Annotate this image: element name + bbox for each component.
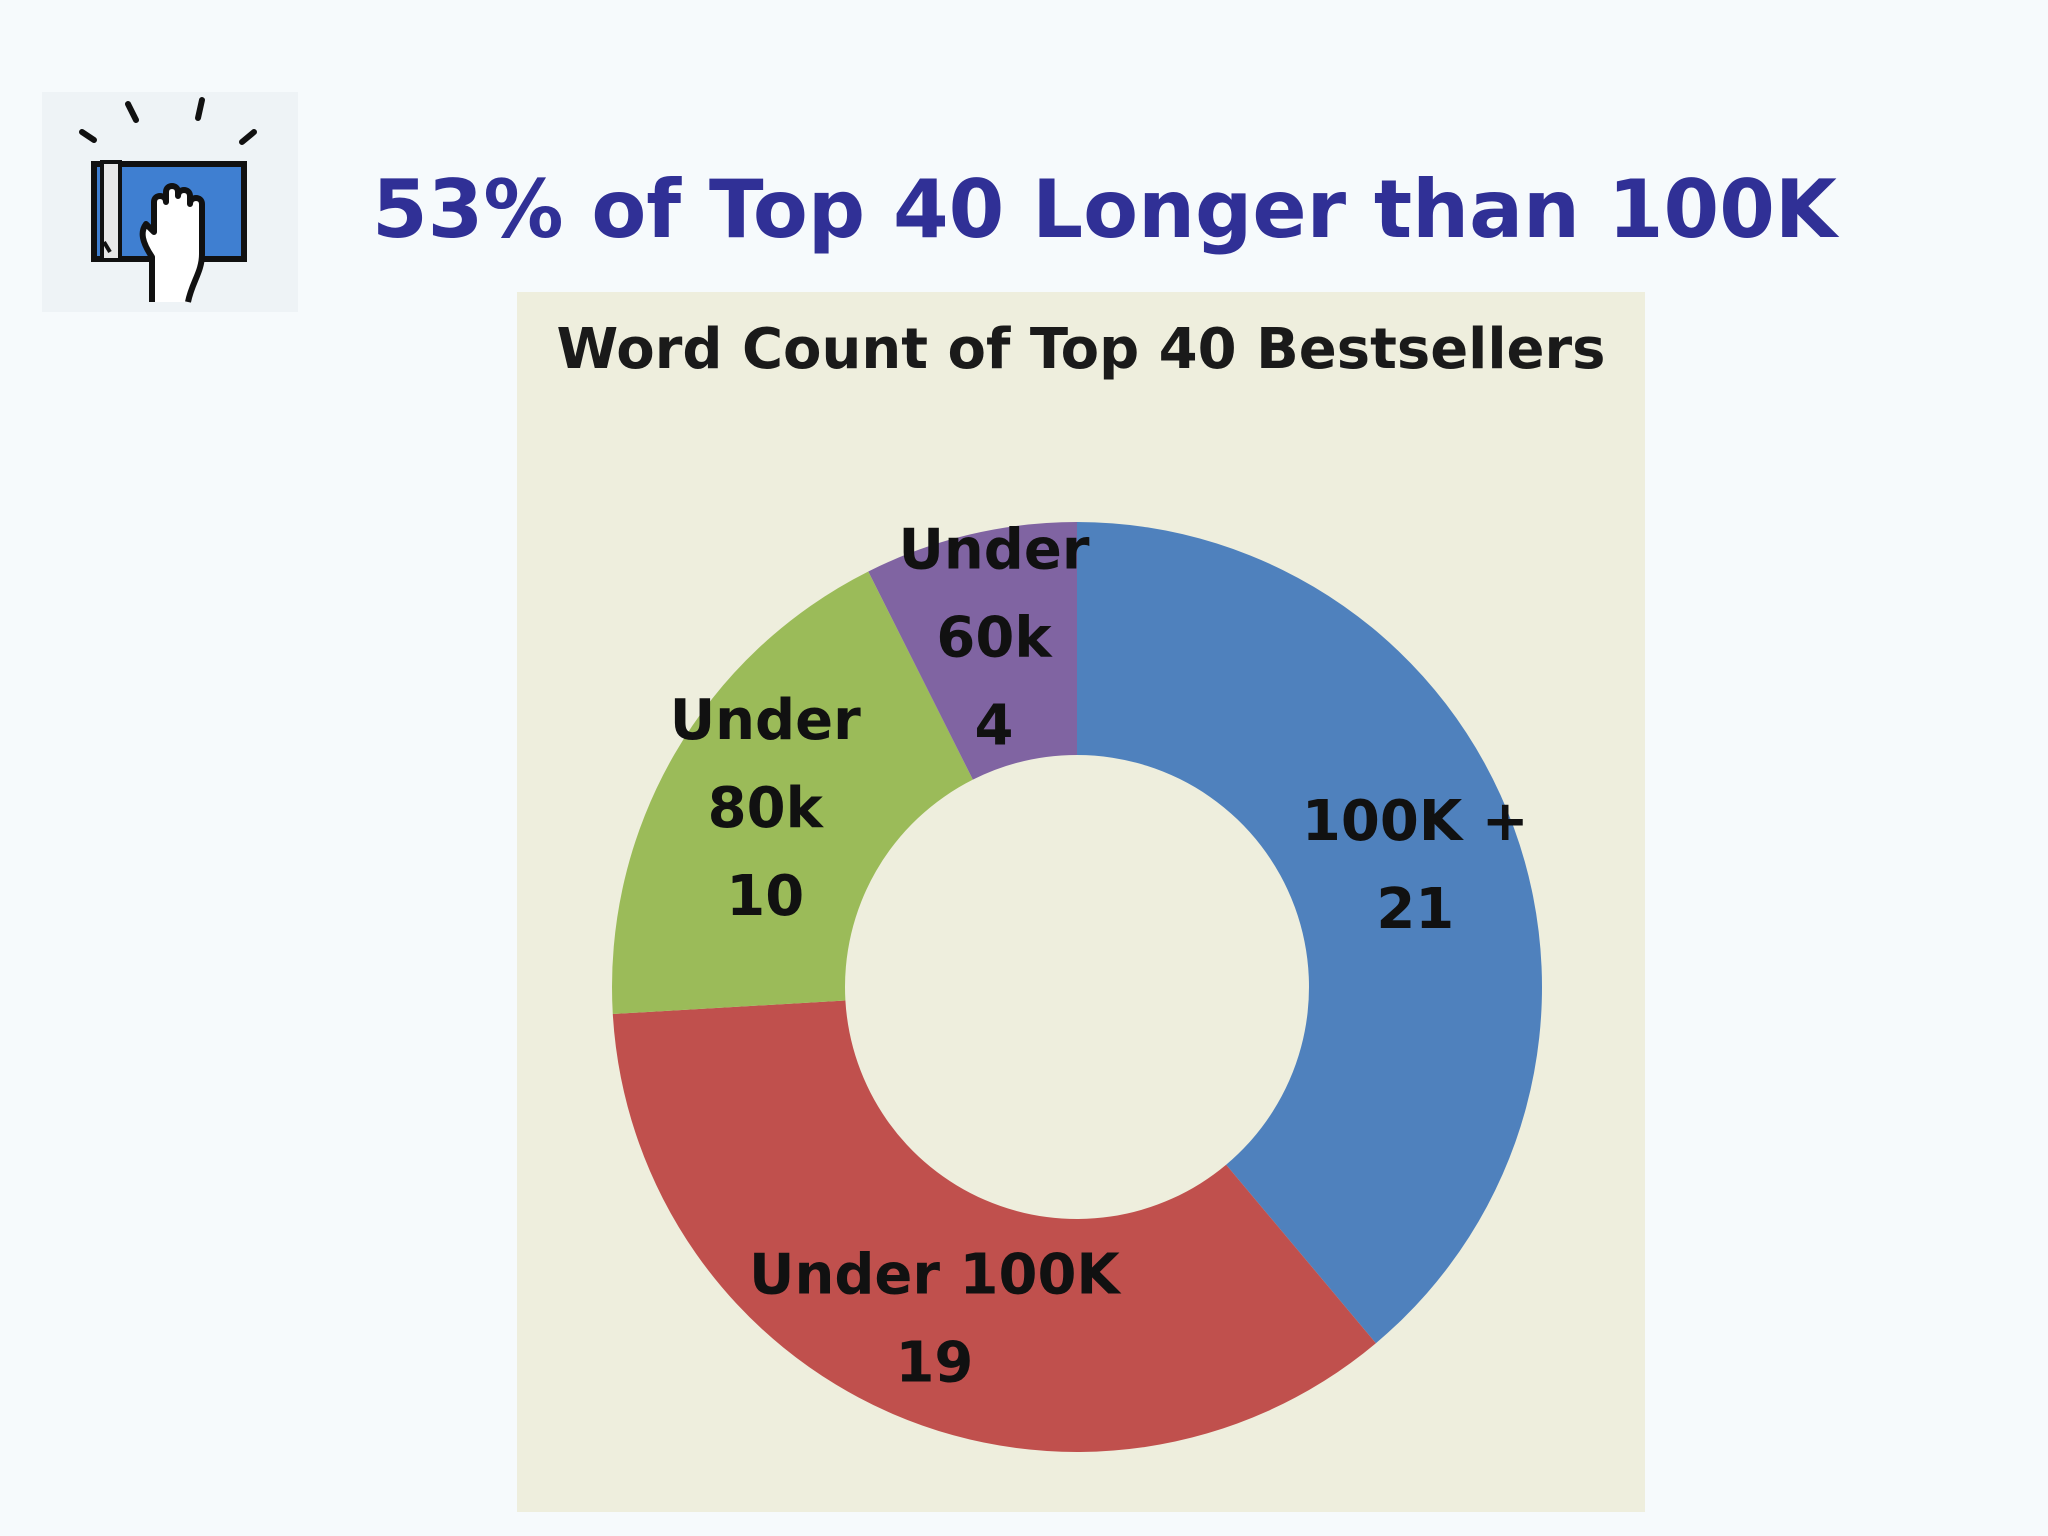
donut-slice-1 <box>612 1000 1376 1453</box>
slice-label-2: Under 80k 10 <box>670 688 861 929</box>
slice-label-0: 100K + 21 <box>1302 789 1529 942</box>
donut-slice-0 <box>1077 522 1543 1344</box>
chart-title: Word Count of Top 40 Bestsellers <box>556 317 1606 382</box>
slice-label-line: Under <box>670 688 861 753</box>
slice-label-line: 100K + <box>1302 789 1529 854</box>
slice-label-line: 4 <box>974 694 1013 759</box>
slice-label-line: 19 <box>895 1331 973 1396</box>
slice-label-line: Under <box>898 518 1089 583</box>
slice-label-line: Under 100K <box>749 1243 1122 1308</box>
slice-label-3: Under 60k 4 <box>898 518 1089 759</box>
slice-label-line: 10 <box>726 864 804 929</box>
chart-area: 100K +21 Under 100K 19 Under 80k 10 Under 60k 4 … <box>517 292 1645 1512</box>
donut-slice-2 <box>612 571 973 1015</box>
slice-label-1: Under 100K 19 <box>749 1243 1122 1396</box>
donut-chart: 100K + 21 Under 100K 19 Under 80k 10 Under 60k 4 <box>612 518 1543 1453</box>
book-hand-icon <box>42 92 298 312</box>
slice-label-line: 21 <box>1376 877 1454 942</box>
slide-title: 53% of Top 40 Longer than 100K <box>372 163 1837 256</box>
slice-label-line: 60k <box>936 606 1053 671</box>
slice-label-line: 80k <box>708 776 825 841</box>
donut-slice-3 <box>868 522 1077 780</box>
